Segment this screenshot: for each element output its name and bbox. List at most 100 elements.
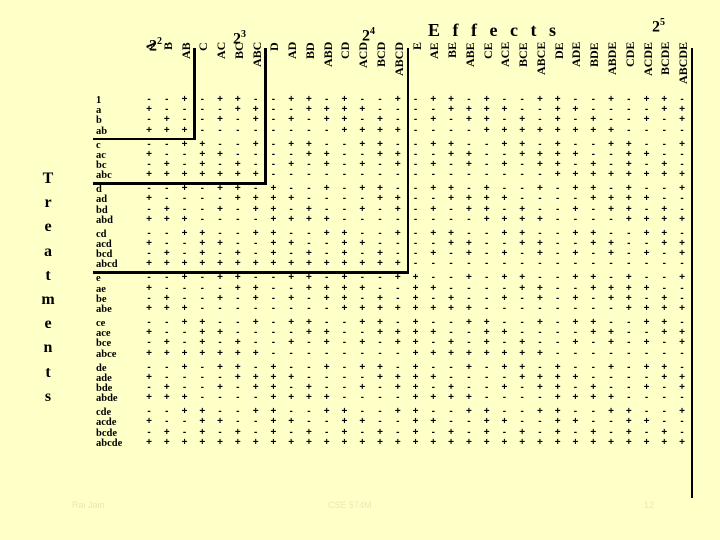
- sign-cell: +: [270, 406, 277, 418]
- sign-cell: +: [430, 159, 437, 170]
- sign-cell: -: [236, 416, 240, 428]
- sign-cell: +: [519, 337, 526, 349]
- sign-cell: -: [431, 213, 435, 225]
- sign-cell: +: [643, 114, 650, 126]
- sign-cell: -: [449, 272, 453, 284]
- sign-cell: -: [662, 382, 666, 393]
- sign-cell: +: [608, 337, 614, 349]
- sign-cell: -: [662, 337, 666, 349]
- sign-cell: -: [467, 416, 471, 428]
- sign-cell: -: [342, 361, 347, 373]
- sign-cell: -: [431, 272, 435, 284]
- sign-cell: -: [413, 114, 418, 126]
- sign-cell: +: [643, 94, 650, 105]
- sign-cell: +: [181, 317, 188, 328]
- sign-cell: +: [181, 361, 188, 373]
- sign-cell: +: [625, 203, 632, 215]
- sign-cell: -: [467, 124, 471, 136]
- sign-cell: +: [590, 272, 597, 284]
- sign-cell: -: [360, 371, 364, 383]
- effect-header: ABCD: [391, 42, 406, 77]
- sign-cell: -: [325, 416, 329, 428]
- sign-cell: -: [502, 203, 507, 215]
- effects-title: E f f e c t s: [428, 20, 560, 40]
- sign-cell: +: [572, 292, 579, 304]
- sign-cell: -: [378, 238, 382, 249]
- sign-cell: +: [377, 426, 383, 438]
- treatment-label: e: [96, 273, 101, 285]
- sign-cell: -: [556, 248, 560, 260]
- sign-cell: -: [609, 272, 613, 284]
- sign-cell: -: [342, 203, 347, 215]
- sign-cell: -: [484, 303, 489, 314]
- sign-cell: +: [252, 406, 259, 418]
- sign-cell: -: [467, 213, 471, 225]
- sign-cell: -: [165, 94, 169, 105]
- sign-cell: -: [680, 227, 684, 239]
- sign-cell: -: [165, 138, 169, 150]
- sign-cell: +: [146, 104, 152, 116]
- sign-cell: -: [662, 148, 666, 160]
- sign-cell: +: [661, 238, 668, 249]
- sign-cell: -: [413, 248, 418, 260]
- sign-cell: -: [378, 227, 382, 239]
- sign-cell: -: [449, 124, 453, 136]
- sign-cell: +: [288, 238, 295, 249]
- sign-cell: +: [590, 327, 597, 339]
- sign-cell: +: [234, 94, 241, 105]
- sign-cell: -: [502, 238, 507, 249]
- sign-cell: +: [163, 337, 170, 349]
- sign-cell: +: [341, 416, 348, 428]
- sign-cell: +: [501, 138, 508, 150]
- effect-header: CE: [480, 42, 495, 59]
- sign-cell: +: [359, 104, 366, 116]
- sign-cell: -: [644, 426, 649, 438]
- sign-cell: -: [609, 159, 613, 170]
- sign-cell: +: [270, 416, 277, 428]
- sign-cell: -: [467, 371, 471, 383]
- sign-cell: -: [396, 282, 400, 294]
- sign-cell: +: [590, 114, 597, 126]
- sign-cell: +: [341, 94, 348, 105]
- sign-cell: -: [396, 169, 400, 181]
- sign-cell: -: [627, 371, 631, 383]
- sign-cell: -: [609, 213, 613, 225]
- sign-cell: -: [538, 193, 542, 205]
- sign-cell: -: [467, 292, 471, 304]
- treatment-label: abcd: [96, 259, 118, 271]
- sign-cell: +: [394, 148, 401, 160]
- sign-cell: -: [484, 292, 489, 304]
- sign-cell: -: [538, 327, 542, 339]
- sign-cell: -: [520, 248, 524, 260]
- sign-cell: -: [200, 371, 204, 383]
- sign-cell: -: [271, 148, 276, 160]
- sign-cell: +: [430, 303, 437, 314]
- side-letter: m: [41, 291, 55, 308]
- sign-cell: -: [200, 382, 204, 393]
- side-letter: a: [44, 242, 52, 260]
- sign-cell: -: [165, 361, 169, 373]
- sign-cell: -: [271, 292, 276, 304]
- sign-cell: +: [323, 282, 330, 294]
- sign-cell: +: [430, 248, 437, 260]
- treatment-label: ce: [96, 318, 106, 329]
- sign-cell: +: [306, 392, 312, 404]
- sign-cell: +: [448, 392, 454, 404]
- sign-cell: -: [289, 124, 293, 136]
- treatment-label: cde: [96, 407, 112, 419]
- sign-cell: -: [147, 183, 151, 195]
- sign-cell: -: [467, 327, 471, 339]
- sign-cell: +: [359, 337, 366, 349]
- sign-cell: +: [448, 227, 454, 239]
- sign-cell: -: [591, 406, 595, 418]
- sign-cell: +: [217, 183, 223, 195]
- sign-cell: -: [378, 282, 382, 294]
- sign-cell: -: [502, 371, 507, 383]
- sign-cell: -: [573, 193, 578, 205]
- sign-cell: -: [271, 337, 276, 349]
- sign-cell: -: [165, 272, 169, 284]
- sign-cell: -: [253, 272, 258, 284]
- sign-cell: +: [377, 114, 383, 126]
- effect-header: A: [143, 42, 157, 51]
- sign-cell: -: [591, 361, 595, 373]
